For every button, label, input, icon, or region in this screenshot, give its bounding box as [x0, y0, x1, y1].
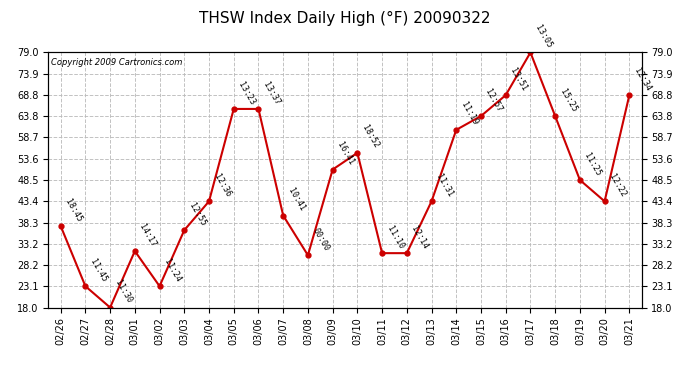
Text: Copyright 2009 Cartronics.com: Copyright 2009 Cartronics.com	[51, 58, 183, 67]
Text: 11:24: 11:24	[162, 257, 183, 284]
Text: 16:41: 16:41	[335, 141, 356, 167]
Text: 11:19: 11:19	[459, 101, 480, 127]
Text: 13:37: 13:37	[262, 80, 282, 106]
Text: 11:25: 11:25	[582, 151, 603, 177]
Text: 18:52: 18:52	[360, 124, 380, 150]
Text: 13:51: 13:51	[509, 66, 529, 92]
Text: 11:31: 11:31	[434, 172, 455, 198]
Text: 15:25: 15:25	[558, 87, 578, 113]
Text: 12:22: 12:22	[607, 172, 628, 198]
Text: 11:30: 11:30	[113, 279, 133, 305]
Text: 10:41: 10:41	[286, 187, 306, 213]
Text: 12:36: 12:36	[212, 172, 232, 198]
Text: 14:17: 14:17	[137, 222, 158, 248]
Text: 12:34: 12:34	[632, 66, 653, 92]
Text: 13:23: 13:23	[237, 80, 257, 106]
Text: 12:14: 12:14	[410, 224, 430, 251]
Text: 13:05: 13:05	[533, 24, 553, 50]
Text: 11:45: 11:45	[88, 257, 108, 284]
Text: 00:00: 00:00	[310, 226, 331, 252]
Text: THSW Index Daily High (°F) 20090322: THSW Index Daily High (°F) 20090322	[199, 11, 491, 26]
Text: 12:55: 12:55	[187, 201, 208, 227]
Text: 18:45: 18:45	[63, 197, 83, 223]
Text: 12:57: 12:57	[484, 87, 504, 113]
Text: 11:10: 11:10	[385, 224, 405, 251]
